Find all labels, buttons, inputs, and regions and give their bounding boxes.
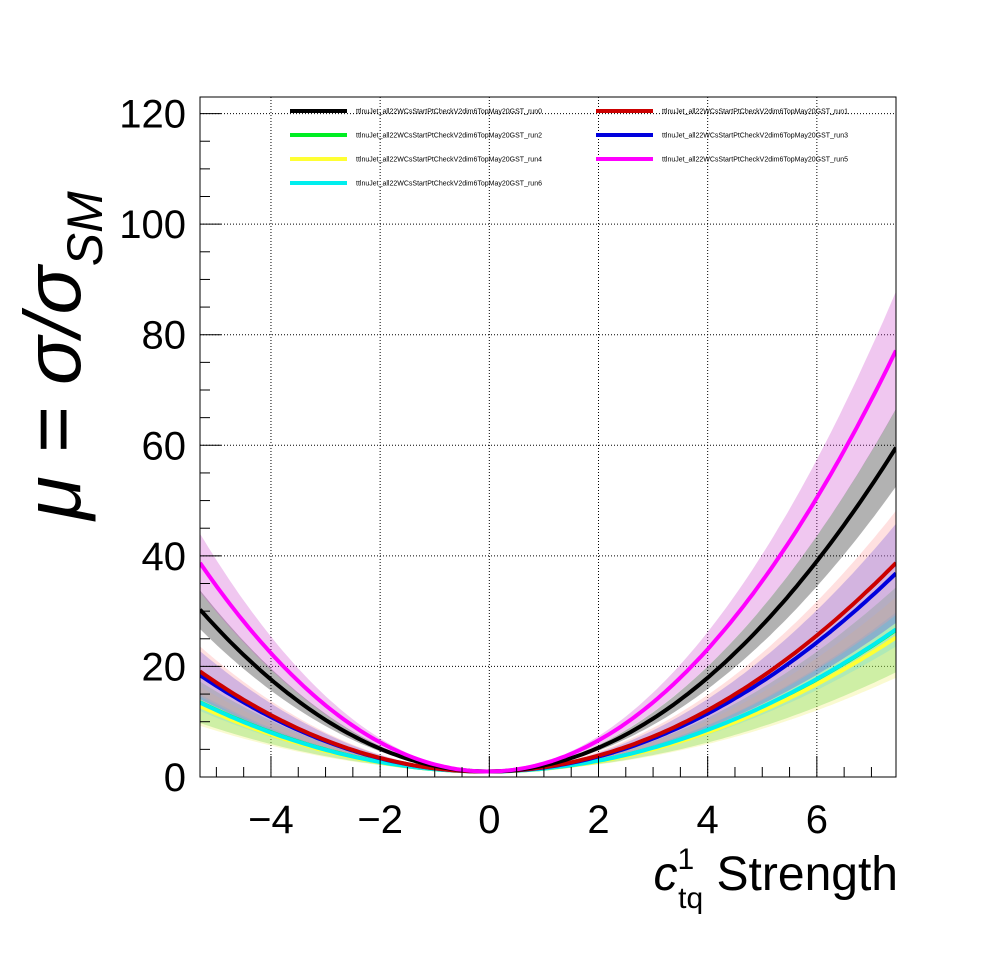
y-tick-label: 60	[142, 424, 187, 468]
x-axis-title-superscript: 1	[677, 843, 694, 876]
legend-label: ttlnuJet_all22WCsStartPtCheckV2dim6TopMa…	[662, 133, 848, 140]
x-axis-title-symbol: c	[653, 848, 677, 901]
x-tick-label: 4	[697, 798, 719, 842]
y-tick-label: 40	[142, 535, 187, 579]
axis-ticks	[200, 113, 872, 778]
y-tick-label: 20	[142, 645, 187, 689]
y-axis-title-main: μ = σ/σ	[8, 264, 97, 522]
legend: ttlnuJet_all22WCsStartPtCheckV2dim6TopMa…	[290, 109, 848, 188]
x-axis-title: c1 tq Strength	[653, 843, 898, 915]
x-axis-title-suffix: Strength	[703, 848, 898, 901]
y-tick-labels: 0 20 40 60 80 100 120	[119, 93, 186, 800]
y-tick-label: 0	[164, 756, 186, 800]
series-lines	[200, 349, 896, 774]
y-tick-label: 80	[142, 314, 187, 358]
x-tick-labels: −4 −2 0 2 4 6	[248, 798, 828, 842]
legend-label: ttlnuJet_all22WCsStartPtCheckV2dim6TopMa…	[356, 133, 542, 140]
series-line-ttlnuJet_all22WCsStartPtCheckV2dim6TopMay20GST_run0	[200, 446, 896, 774]
legend-label: ttlnuJet_all22WCsStartPtCheckV2dim6TopMa…	[662, 157, 848, 164]
legend-label: ttlnuJet_all22WCsStartPtCheckV2dim6TopMa…	[356, 181, 542, 188]
legend-label: ttlnuJet_all22WCsStartPtCheckV2dim6TopMa…	[356, 157, 542, 164]
band-ttlnuJet_all22WCsStartPtCheckV2dim6TopMay20GST_run3	[200, 523, 896, 772]
x-tick-label: 0	[478, 798, 500, 842]
x-tick-label: −4	[248, 798, 294, 842]
legend-label: ttlnuJet_all22WCsStartPtCheckV2dim6TopMa…	[662, 109, 848, 116]
y-axis-title-subscript: SM	[57, 191, 113, 266]
band-ttlnuJet_all22WCsStartPtCheckV2dim6TopMay20GST_run5	[200, 291, 896, 772]
x-tick-label: 6	[806, 798, 828, 842]
legend-label: ttlnuJet_all22WCsStartPtCheckV2dim6TopMa…	[356, 109, 542, 116]
y-tick-label: 100	[119, 203, 186, 247]
x-tick-label: −2	[357, 798, 403, 842]
x-tick-label: 2	[587, 798, 609, 842]
series-line-ttlnuJet_all22WCsStartPtCheckV2dim6TopMay20GST_run1	[200, 561, 896, 774]
x-axis-title-subscript: tq	[678, 882, 703, 915]
series-line-ttlnuJet_all22WCsStartPtCheckV2dim6TopMay20GST_run5	[200, 349, 896, 774]
y-tick-label: 120	[119, 93, 186, 137]
plot-frame	[199, 96, 897, 778]
y-axis-title: μ = σ/σSM	[8, 191, 113, 522]
